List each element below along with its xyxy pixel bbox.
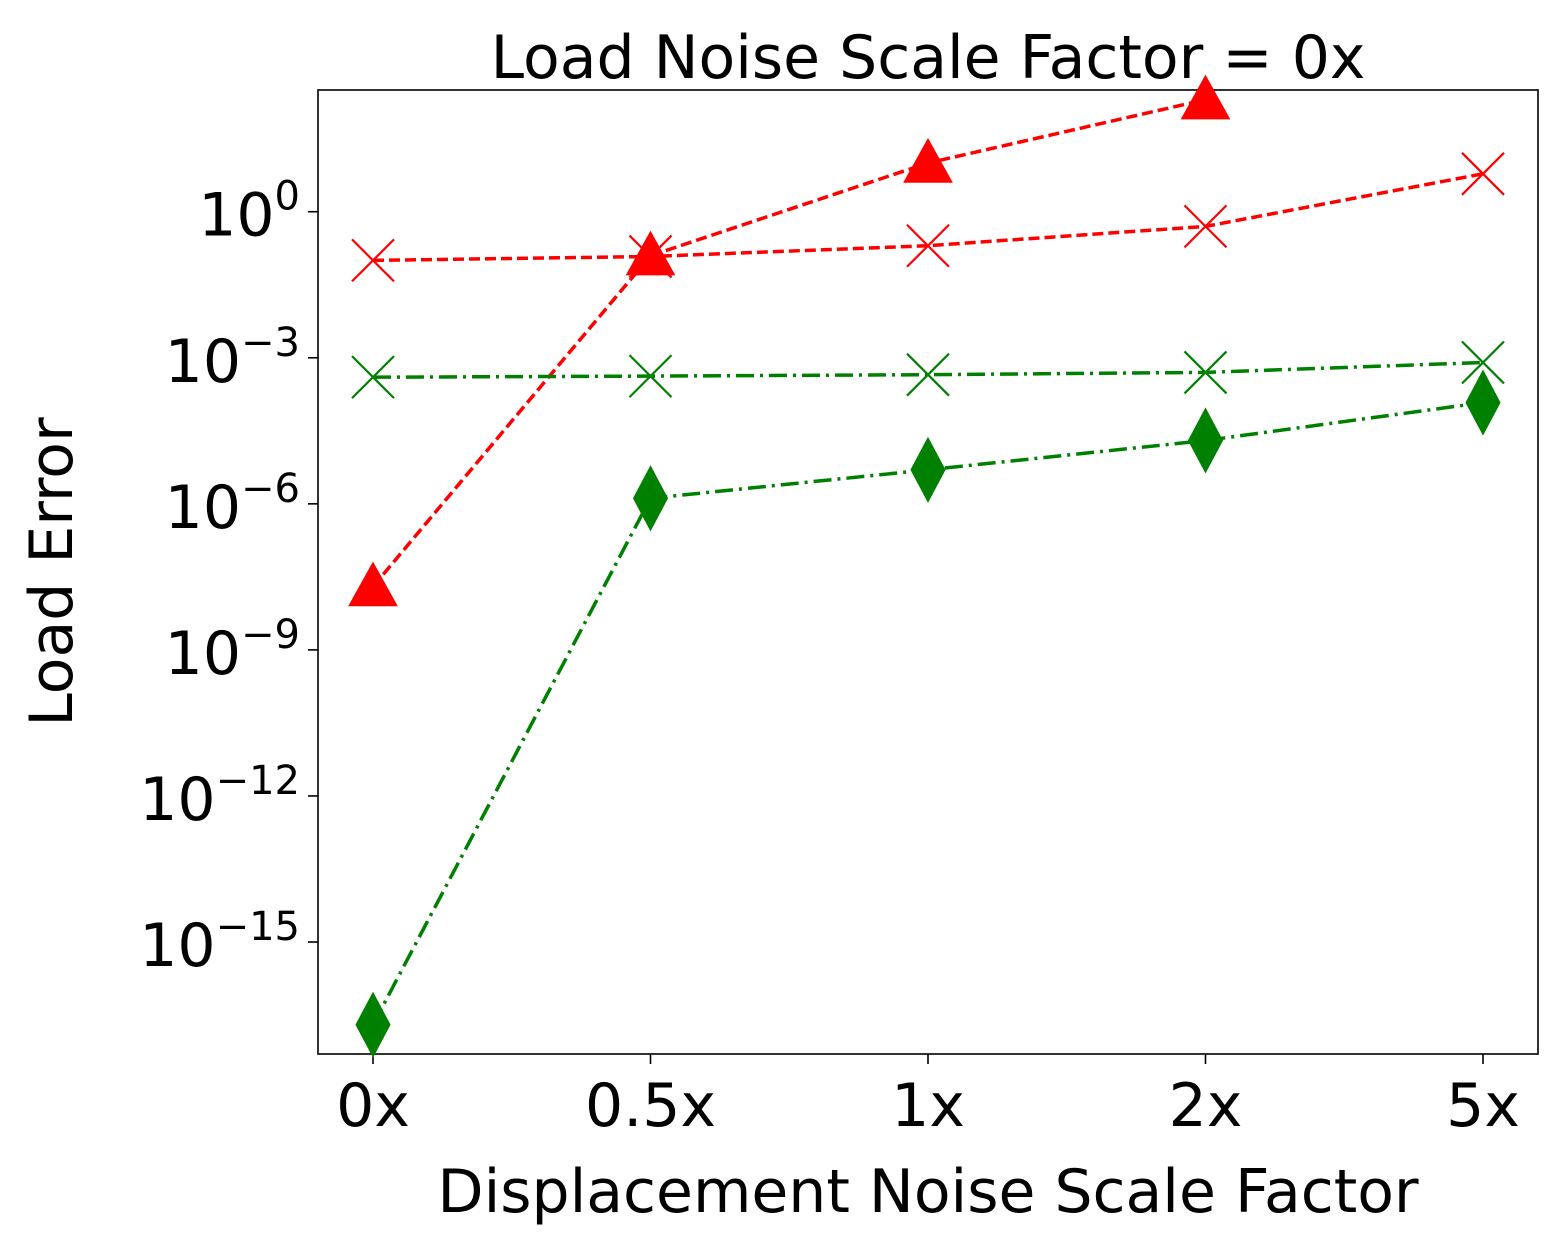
data-point-x — [351, 355, 395, 399]
data-point-diamond — [355, 991, 391, 1058]
data-point-x — [351, 238, 395, 283]
x-tick-label: 0x — [336, 1071, 410, 1141]
chart-title: Load Noise Scale Factor = 0x — [491, 23, 1366, 93]
series-red-triangle — [348, 74, 1231, 607]
x-tick-label: 2x — [1169, 1071, 1243, 1141]
data-point-x — [906, 223, 950, 268]
data-point-triangle — [1180, 74, 1231, 120]
data-point-x — [628, 234, 673, 279]
x-tick-label: 1x — [891, 1071, 965, 1141]
data-point-x — [1183, 204, 1228, 249]
y-tick-label: 10−12 — [139, 758, 300, 835]
data-point-triangle — [903, 138, 953, 183]
y-axis: 100 10−3 10−6 10−9 10−12 10−15 — [139, 174, 318, 981]
series-line-red-triangle — [371, 97, 1206, 588]
y-tick-label: 100 — [198, 174, 300, 251]
data-point-diamond — [910, 436, 946, 503]
series-green-diamond — [355, 369, 1501, 1058]
y-tick-label: 10−15 — [139, 904, 300, 981]
data-point-x — [1461, 340, 1505, 385]
y-tick-label: 10−3 — [165, 320, 300, 397]
series-red-x — [351, 152, 1505, 283]
data-point-x — [1461, 152, 1505, 196]
series-line-green-x — [372, 360, 1484, 379]
plot-area-frame — [317, 89, 1539, 1055]
series-green-x — [351, 340, 1505, 399]
x-axis-label: Displacement Noise Scale Factor — [437, 1157, 1419, 1227]
data-point-triangle — [348, 561, 398, 607]
data-point-x — [628, 354, 673, 398]
x-tick-label: 5x — [1446, 1071, 1520, 1141]
x-axis: 0x 0.5x 1x 2x 5x — [336, 1054, 1520, 1141]
data-point-diamond — [1465, 369, 1501, 436]
data-point-x — [906, 352, 950, 397]
y-tick-label: 10−6 — [165, 466, 300, 543]
data-point-triangle — [625, 230, 676, 276]
data-point-diamond — [632, 465, 669, 532]
series-line-red-x — [372, 172, 1484, 263]
y-tick-label: 10−9 — [165, 612, 300, 689]
x-tick-label: 0.5x — [585, 1071, 716, 1141]
y-axis-label: Load Error — [17, 417, 87, 727]
data-point-diamond — [1187, 407, 1224, 474]
data-point-x — [1183, 350, 1228, 395]
series-layer — [348, 74, 1505, 1058]
